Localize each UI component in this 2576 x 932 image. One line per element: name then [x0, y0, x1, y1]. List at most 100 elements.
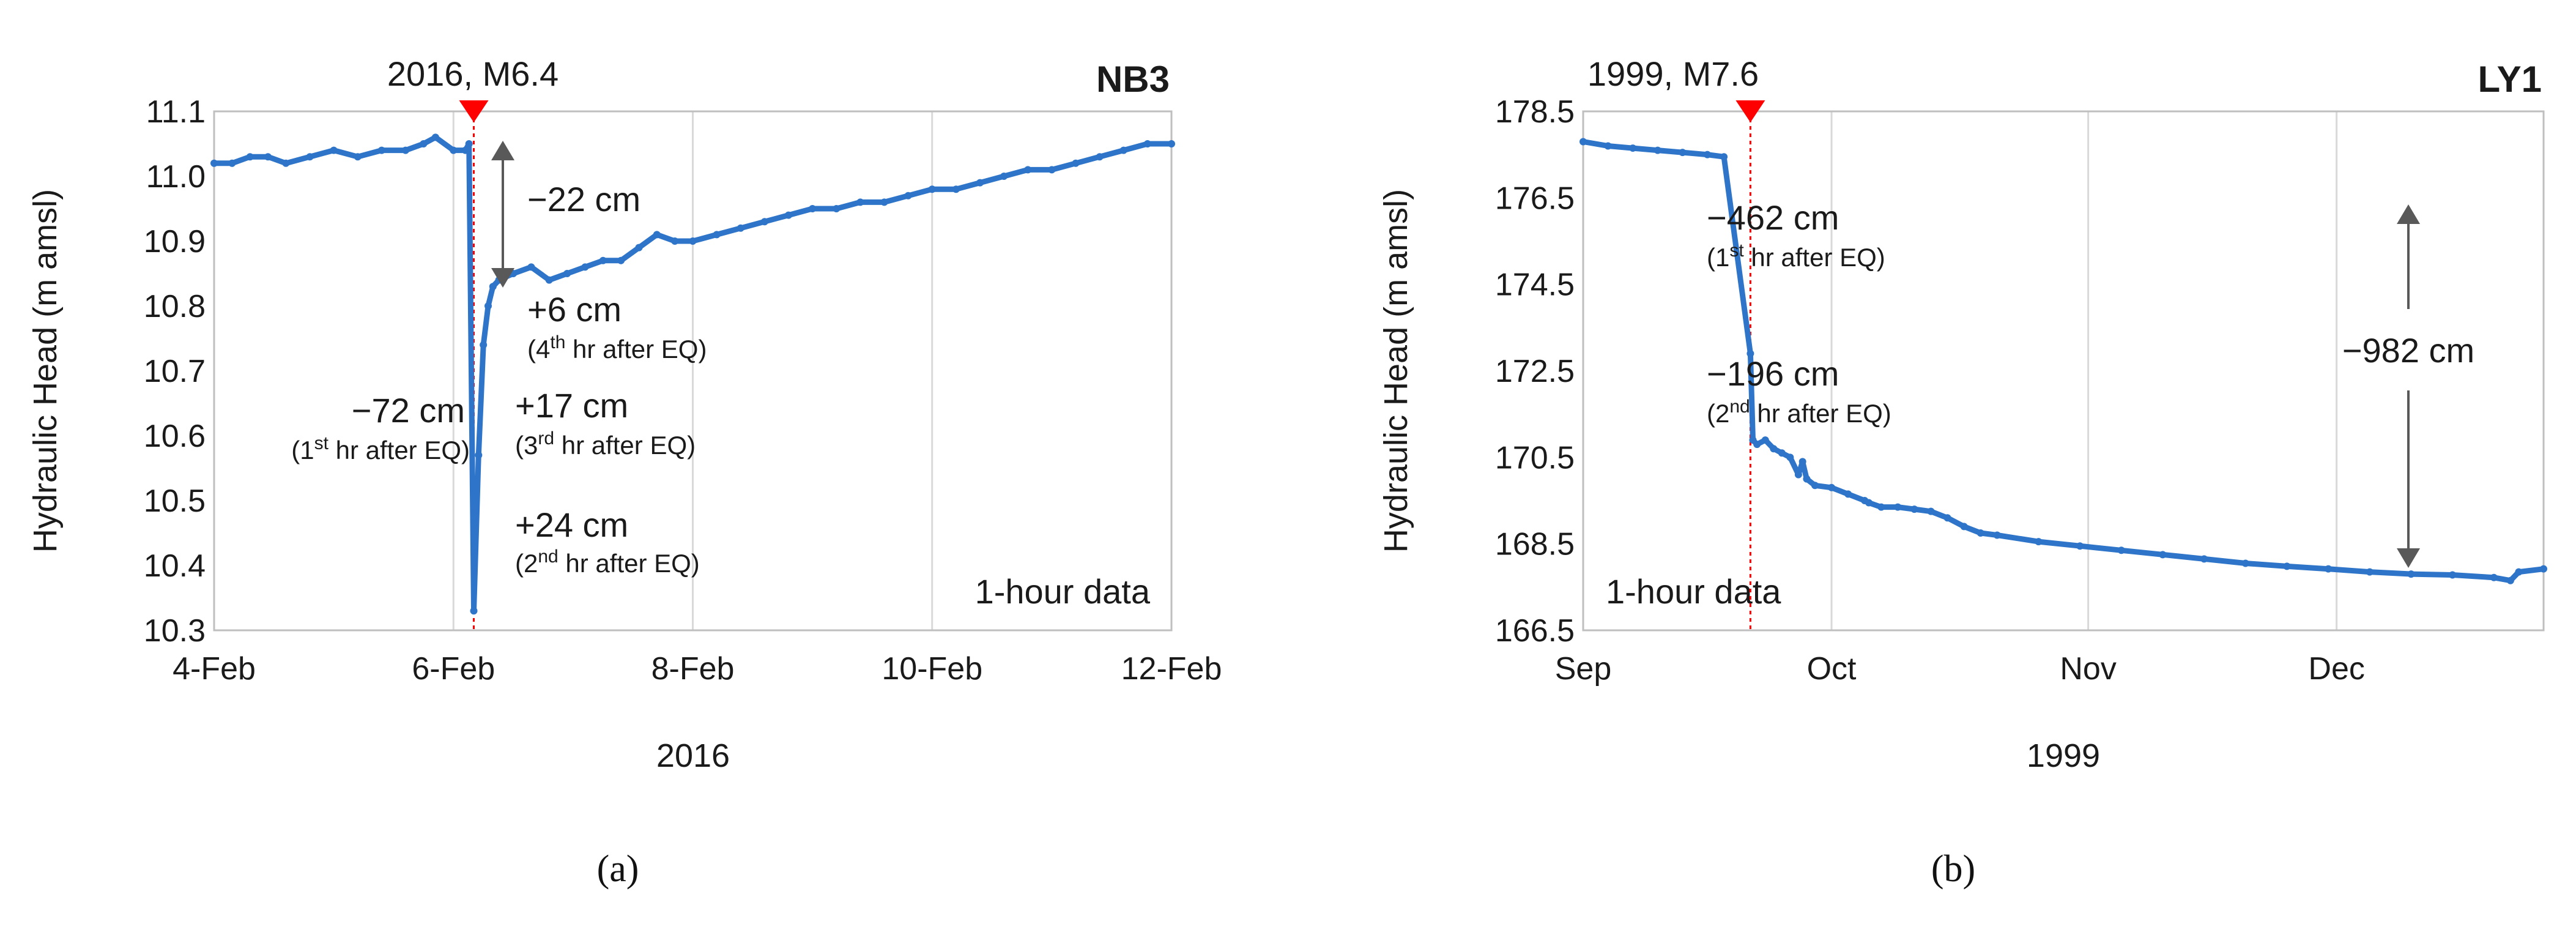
data-point: [1877, 503, 1885, 511]
data-point: [527, 263, 535, 271]
y-tick-label: 10.7: [144, 354, 206, 389]
data-point: [833, 205, 841, 212]
data-point: [330, 146, 338, 154]
data-point: [635, 244, 643, 252]
data-point: [420, 140, 428, 147]
chart-panel-b: 178.5 176.5 174.5 172.5 170.5 168.5 166.5 Sep O…: [1378, 54, 2547, 890]
y-axis-label: Hydraulic Head (m amsl): [27, 189, 64, 553]
data-point: [465, 140, 473, 147]
annotation-2nd-hr-value: +24 cm: [515, 505, 628, 544]
annotation-1st-hr-note: (1st hr after EQ): [1707, 240, 1885, 272]
data-point: [1604, 142, 1612, 150]
data-point: [671, 237, 679, 245]
data-point: [1096, 153, 1104, 161]
data-point: [461, 146, 469, 154]
data-point: [1803, 475, 1811, 483]
data-point: [1761, 436, 1769, 444]
x-tick-labels: 4-Feb 6-Feb 8-Feb 10-Feb 12-Feb: [173, 651, 1222, 687]
data-point: [713, 231, 721, 239]
data-point: [2540, 565, 2547, 573]
data-point: [1720, 153, 1728, 161]
data-point: [1960, 523, 1968, 531]
annotation-1st-hr-value: −462 cm: [1707, 198, 1839, 237]
y-tick-label: 10.8: [144, 289, 206, 324]
data-point: [689, 237, 697, 245]
data-point: [1629, 144, 1637, 152]
event-marker: [459, 100, 489, 122]
annotation-3rd-hr-note: (3rd hr after EQ): [515, 428, 696, 460]
data-point: [1024, 166, 1032, 174]
data-point: [306, 153, 314, 161]
drop-total-label: −982 cm: [2342, 331, 2474, 370]
series-line: [214, 134, 1171, 614]
y-tick-label: 178.5: [1495, 94, 1575, 130]
data-point: [1993, 531, 2001, 539]
data-point: [1048, 166, 1056, 174]
y-tick-label: 166.5: [1495, 613, 1575, 649]
data-point: [1168, 140, 1175, 147]
data-point: [1778, 449, 1786, 457]
x-tick-label: Nov: [2060, 651, 2116, 687]
y-tick-label: 10.5: [144, 483, 206, 519]
y-tick-label: 11.0: [146, 159, 206, 195]
data-point: [1811, 482, 1819, 490]
data-point: [228, 159, 236, 167]
data-point: [2076, 542, 2084, 550]
data-point: [1798, 458, 1806, 466]
data-point: [785, 211, 792, 219]
event-marker: [1735, 100, 1765, 122]
data-point: [856, 198, 864, 206]
data-point: [653, 231, 661, 239]
data-point: [484, 302, 492, 310]
annotation-3rd-hr-value: +17 cm: [515, 386, 628, 425]
data-point: [1679, 149, 1687, 157]
data-point: [1828, 483, 1836, 491]
data-point: [737, 224, 744, 232]
annotation-2nd-hr-value: −196 cm: [1707, 354, 1839, 393]
y-tick-label: 176.5: [1495, 181, 1575, 216]
data-point: [1844, 490, 1852, 498]
drop-arrow: [2397, 204, 2420, 568]
data-point: [1786, 453, 1794, 461]
plot-area-frame: [213, 110, 1173, 632]
data-point: [976, 179, 984, 187]
data-point: [354, 153, 362, 161]
data-point: [952, 185, 960, 193]
y-tick-labels: 11.1 11.0 10.9 10.8 10.7 10.6 10.5 10.4 10.3: [144, 94, 206, 649]
data-point: [475, 451, 483, 459]
y-tick-labels: 178.5 176.5 174.5 172.5 170.5 168.5 166.5: [1495, 94, 1575, 649]
y-tick-label: 10.4: [144, 548, 206, 584]
x-tick-label: 6-Feb: [412, 651, 495, 687]
event-label: 2016, M6.4: [387, 54, 559, 93]
data-point: [904, 192, 912, 199]
data-point: [2515, 568, 2523, 576]
y-tick-label: 174.5: [1495, 267, 1575, 303]
data-point: [431, 133, 439, 141]
data-point: [246, 153, 254, 161]
chart-title: NB3: [1096, 59, 1170, 100]
data-point: [1072, 159, 1080, 167]
data-point: [2200, 555, 2208, 563]
x-tick-labels: Sep Oct Nov Dec: [1555, 651, 2365, 687]
y-tick-label: 10.9: [144, 224, 206, 259]
data-resolution-note: 1-hour data: [1606, 572, 1781, 611]
data-point: [1143, 140, 1151, 147]
x-tick-label: 10-Feb: [882, 651, 982, 687]
data-point: [928, 185, 936, 193]
plot-area-frame: [1582, 110, 2545, 632]
y-tick-label: 11.1: [146, 94, 206, 130]
x-tick-label: 12-Feb: [1121, 651, 1222, 687]
y-tick-label: 170.5: [1495, 440, 1575, 475]
data-point: [880, 198, 888, 206]
data-point: [1704, 151, 1712, 158]
data-point: [2407, 570, 2415, 578]
data-point: [480, 341, 488, 349]
data-point: [1770, 445, 1778, 453]
data-point: [450, 146, 458, 154]
data-point: [2035, 538, 2043, 546]
data-point: [809, 205, 817, 212]
drop-arrow: [491, 141, 514, 288]
data-point: [2117, 546, 2125, 554]
data-point: [2506, 576, 2514, 584]
data-point: [617, 256, 625, 264]
